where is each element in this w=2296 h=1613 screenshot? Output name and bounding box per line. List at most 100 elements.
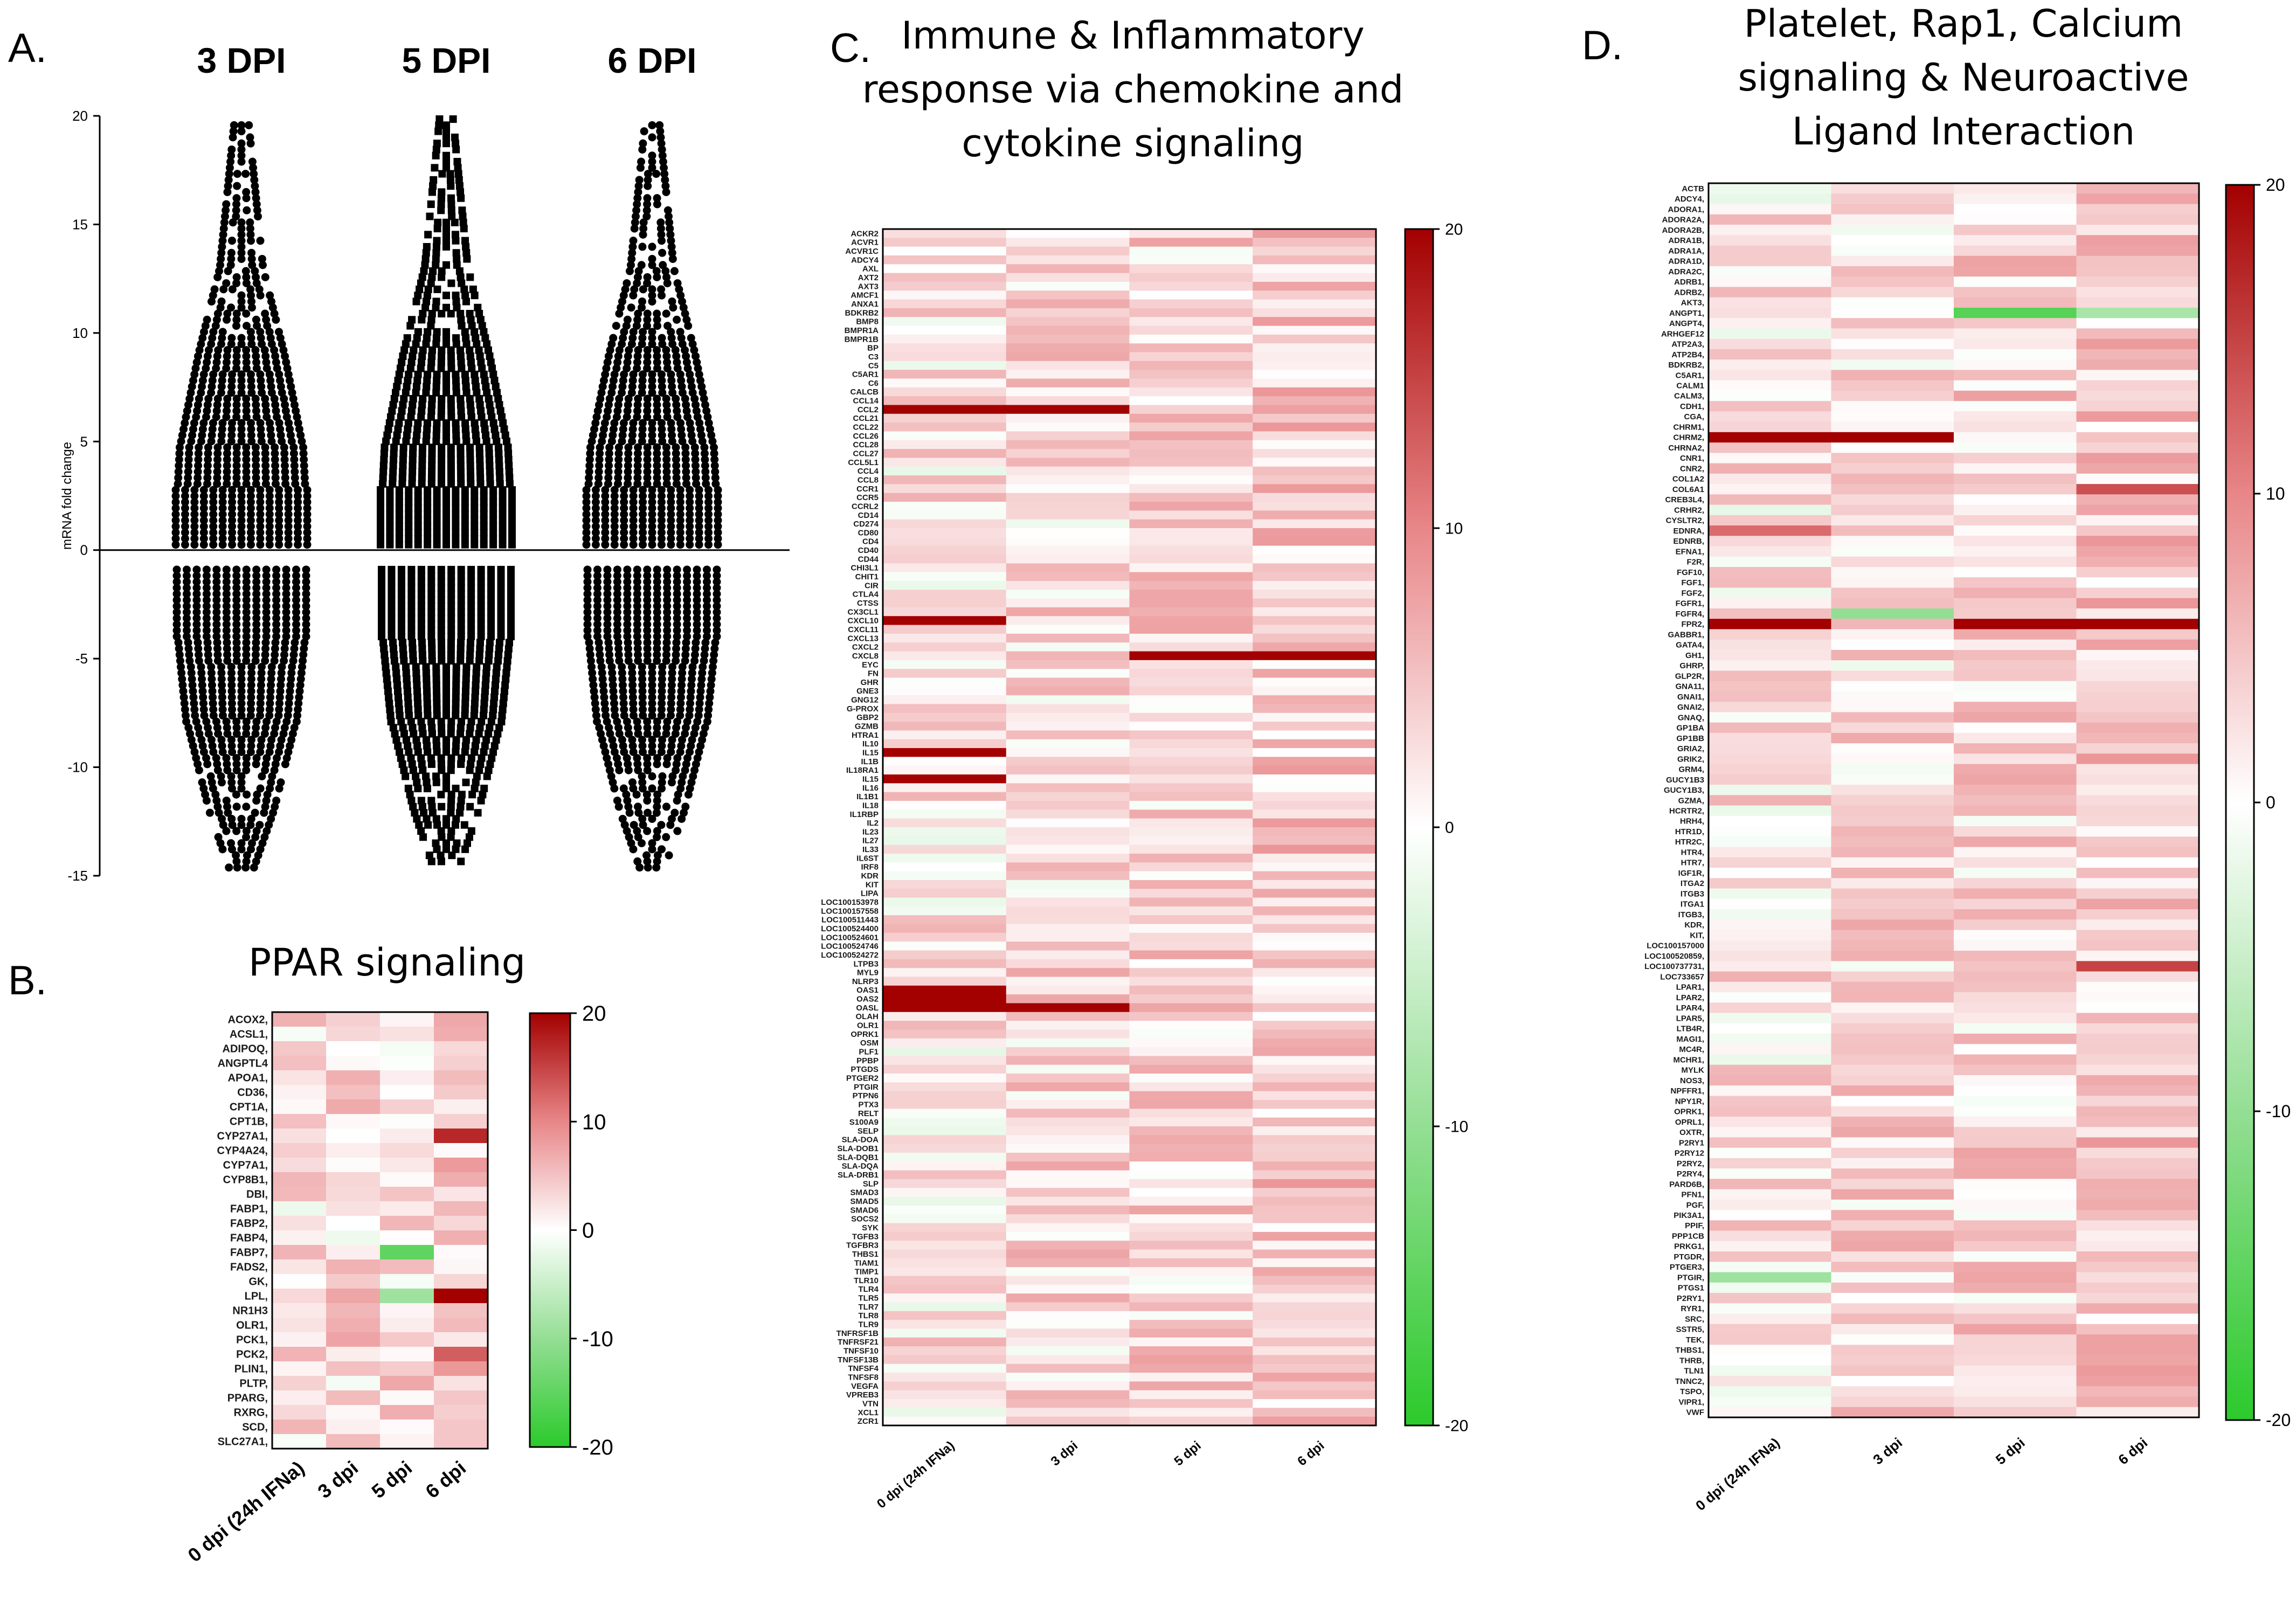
heatmap-cell xyxy=(883,915,1007,925)
data-point xyxy=(421,303,430,311)
heatmap-cell xyxy=(1709,805,1832,816)
data-point xyxy=(452,705,460,714)
data-point xyxy=(499,486,507,494)
data-point xyxy=(237,389,246,397)
data-point xyxy=(498,711,506,719)
data-point xyxy=(476,480,485,488)
data-point xyxy=(442,303,450,311)
data-point xyxy=(406,364,414,372)
row-label: SMAD6 xyxy=(850,1206,879,1215)
data-point xyxy=(252,717,261,726)
data-point xyxy=(475,766,483,774)
heatmap-cell xyxy=(1129,580,1253,590)
data-point xyxy=(418,462,426,470)
data-point xyxy=(400,657,408,665)
data-point xyxy=(302,590,310,598)
data-point xyxy=(242,578,251,586)
data-point xyxy=(682,474,690,482)
heatmap-cell xyxy=(1129,246,1253,256)
data-point xyxy=(278,389,286,397)
heatmap-cell xyxy=(1954,432,2077,443)
panel-b-colorbar xyxy=(529,1012,571,1448)
data-point xyxy=(463,255,471,263)
data-point xyxy=(433,237,441,245)
data-point xyxy=(199,516,208,525)
row-label: PPP1CB xyxy=(1672,1231,1704,1241)
data-point xyxy=(282,584,291,592)
data-point xyxy=(447,462,455,470)
heatmap-cell xyxy=(1709,1303,1832,1314)
data-point xyxy=(182,596,191,604)
heatmap-cell xyxy=(1831,473,1954,484)
data-point xyxy=(293,413,301,421)
heatmap-cell xyxy=(1709,1313,1832,1325)
heatmap-cell xyxy=(326,1056,381,1071)
data-point xyxy=(447,590,455,598)
heatmap-cell xyxy=(380,1085,434,1100)
data-point xyxy=(427,857,435,866)
heatmap-cell xyxy=(326,1434,381,1449)
heatmap-cell xyxy=(1006,396,1130,406)
data-point xyxy=(213,455,222,464)
heatmap-cell xyxy=(1129,1100,1253,1109)
data-point xyxy=(643,455,652,464)
heatmap-cell xyxy=(1253,440,1377,449)
heatmap-cell xyxy=(1253,765,1377,775)
heatmap-cell xyxy=(1129,915,1253,925)
heatmap-cell xyxy=(272,1070,327,1085)
data-point xyxy=(247,334,255,342)
heatmap-cell xyxy=(2076,681,2200,692)
data-point xyxy=(678,389,687,397)
heatmap-cell xyxy=(1253,1363,1377,1373)
data-point xyxy=(433,377,441,385)
data-point xyxy=(652,863,661,872)
data-point xyxy=(432,146,440,154)
heatmap-cell xyxy=(434,1201,488,1216)
row-label: CNR2, xyxy=(1680,464,1704,473)
data-point xyxy=(475,730,483,738)
data-point xyxy=(204,394,213,403)
data-point xyxy=(266,784,274,793)
row-label: IL1B1 xyxy=(856,792,879,801)
data-point xyxy=(424,328,432,336)
data-point xyxy=(218,486,227,494)
data-point xyxy=(648,382,656,391)
row-label: CYP8B1, xyxy=(223,1174,268,1186)
data-point xyxy=(252,645,260,653)
data-point xyxy=(477,797,485,805)
data-point xyxy=(265,504,274,513)
data-point xyxy=(687,334,695,342)
heatmap-cell xyxy=(883,484,1007,494)
data-point xyxy=(237,693,246,702)
data-point xyxy=(442,140,450,148)
heatmap-cell xyxy=(1954,390,2077,401)
data-point xyxy=(212,406,221,415)
heatmap-cell xyxy=(1129,1179,1253,1188)
heatmap-cell xyxy=(1006,739,1130,749)
heatmap-cell xyxy=(883,1126,1007,1136)
data-point xyxy=(497,590,505,598)
heatmap-cell xyxy=(2076,608,2200,619)
heatmap-cell xyxy=(1709,1168,1832,1179)
data-point xyxy=(457,462,465,470)
data-point xyxy=(286,742,294,750)
heatmap-cell xyxy=(1709,577,1832,589)
data-point xyxy=(461,541,469,549)
data-point xyxy=(177,669,186,677)
row-label: HTR7, xyxy=(1681,859,1704,868)
data-point xyxy=(413,681,421,689)
data-point xyxy=(223,346,232,355)
data-point xyxy=(224,267,232,275)
heatmap-cell xyxy=(1006,915,1130,925)
row-label: BMPR1B xyxy=(845,335,879,344)
data-point xyxy=(604,480,612,488)
heatmap-cell xyxy=(883,827,1007,836)
data-point xyxy=(452,334,460,342)
data-point xyxy=(584,480,593,488)
heatmap-cell xyxy=(1831,349,1954,360)
heatmap-cell xyxy=(1129,1205,1253,1215)
heatmap-cell xyxy=(1006,1284,1130,1294)
data-point xyxy=(223,650,232,659)
heatmap-cell xyxy=(434,1041,488,1056)
data-point xyxy=(452,140,460,148)
